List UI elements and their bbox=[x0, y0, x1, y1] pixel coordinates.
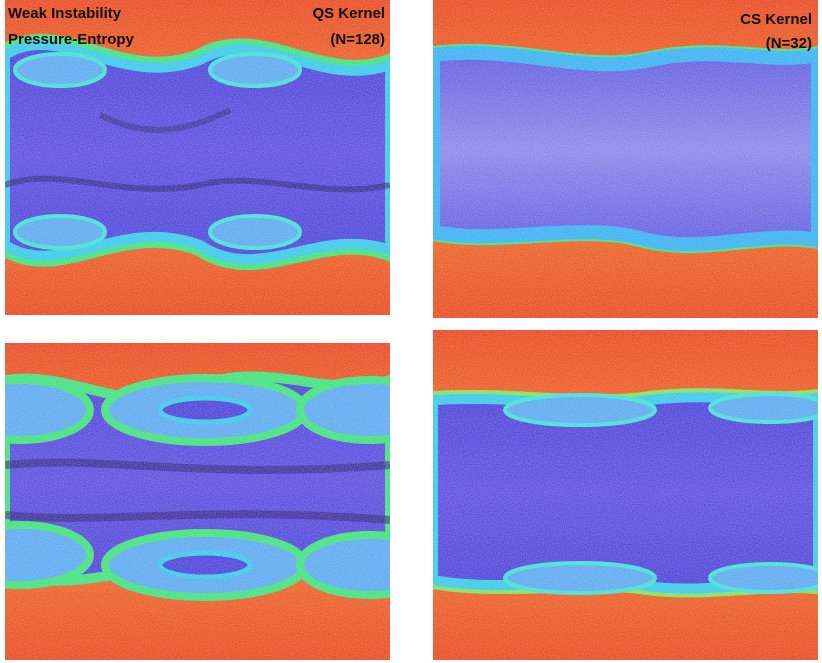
annotation: CS Kernel bbox=[740, 11, 812, 28]
annotation: Weak Instability bbox=[8, 5, 122, 22]
panel-qs-early bbox=[5, 0, 390, 315]
panel-cs-early bbox=[433, 0, 818, 318]
annotation: (N=128) bbox=[330, 31, 385, 48]
annotation: Pressure-Entropy bbox=[8, 31, 135, 48]
annotation: QS Kernel bbox=[312, 5, 385, 22]
panel-qs-late bbox=[5, 343, 390, 660]
annotation: (N=32) bbox=[766, 35, 812, 52]
panel-cs-late bbox=[433, 330, 818, 660]
